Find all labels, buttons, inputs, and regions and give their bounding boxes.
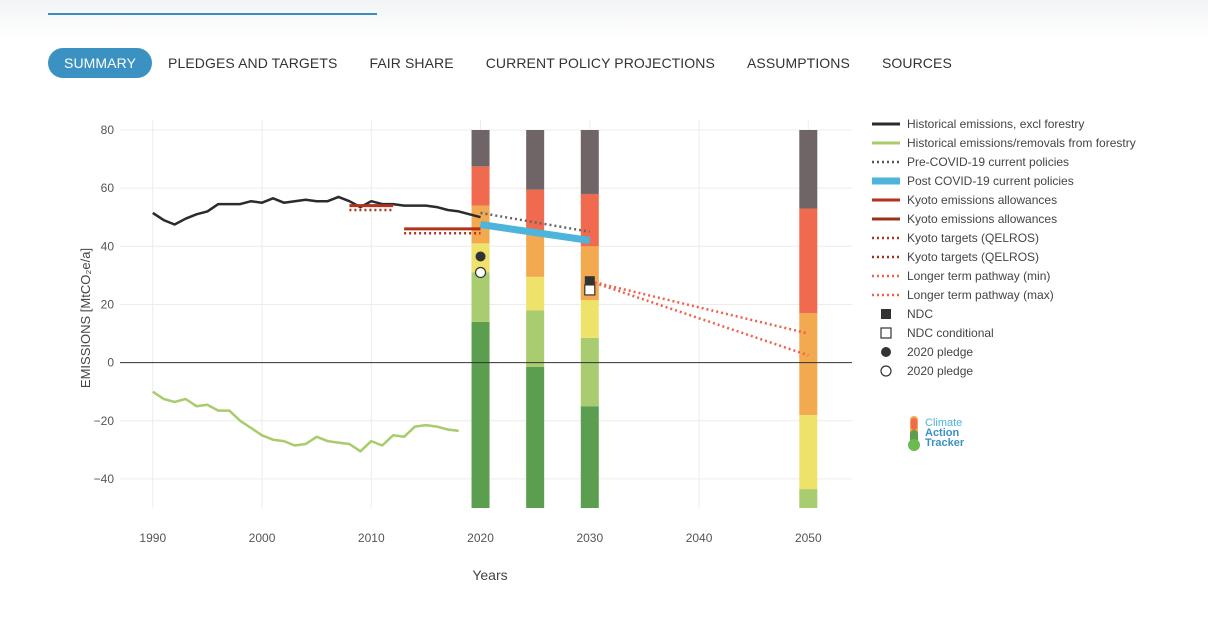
rating-bar-segment — [580, 300, 599, 338]
rating-bars — [471, 130, 818, 508]
logo-line-1: Climate — [925, 417, 962, 429]
y-tick-label: 80 — [101, 123, 115, 137]
top-band — [0, 0, 1208, 40]
rating-bar-segment — [526, 233, 545, 277]
longterm-pathway-max-line — [589, 280, 809, 357]
legend-label: Kyoto emissions allowances — [907, 212, 1057, 226]
legend-label: NDC conditional — [907, 326, 994, 340]
x-axis-label: Years — [472, 567, 507, 583]
chart-axes: 1990 2000 2010 2020 2030 2040 2050 80 60 40 20 0 −20… — [94, 123, 852, 545]
legend-symbol — [881, 347, 891, 357]
rating-bar-segment — [471, 166, 490, 206]
rating-bar-segment — [526, 189, 545, 234]
pre-covid-policies-line — [480, 211, 591, 234]
y-tick-label: 60 — [101, 181, 115, 195]
legend-label: Kyoto targets (QELROS) — [907, 231, 1039, 245]
ndc-conditional-marker — [584, 284, 596, 296]
rating-bar-segment — [471, 321, 490, 508]
legend-label: 2020 pledge — [907, 364, 973, 378]
y-tick-label: −20 — [94, 414, 115, 428]
rating-bar-segment — [580, 337, 599, 407]
rating-bar-segment — [526, 366, 545, 508]
rating-bar-segment — [526, 276, 545, 311]
rating-bar-segment — [526, 310, 545, 367]
post-covid-policies-line — [479, 221, 591, 244]
tab-sources[interactable]: SOURCES — [881, 55, 952, 71]
y-tick-label: 0 — [107, 356, 114, 370]
chart-legend: Historical emissions, excl forestry Histo… — [872, 117, 1136, 378]
legend-label: Pre-COVID-19 current policies — [907, 155, 1069, 169]
rating-bar-segment — [799, 208, 818, 314]
legend-label: Historical emissions, excl forestry — [907, 117, 1084, 131]
x-tick-label: 2040 — [686, 531, 713, 545]
tab-summary[interactable]: SUMMARY — [48, 48, 153, 78]
rating-bar-segment — [799, 414, 818, 490]
historical-emissions-line — [152, 195, 481, 226]
tab-pledges-and-targets[interactable]: PLEDGES AND TARGETS — [168, 55, 338, 71]
x-tick-label: 2030 — [576, 531, 603, 545]
ndc-marker — [584, 276, 595, 287]
thermometer-bulb-icon — [908, 439, 920, 451]
legend-label: Kyoto targets (QELROS) — [907, 250, 1039, 264]
logo-line-3: Tracker — [925, 437, 965, 449]
y-axis-label: EMISSIONS [MtCO₂e/a] — [78, 248, 93, 388]
pledge-2020-conditional-marker — [474, 266, 487, 279]
forestry-emissions-line — [152, 390, 459, 453]
rating-bar-segment — [799, 313, 818, 415]
legend-label: NDC — [907, 307, 933, 321]
x-tick-label: 2050 — [795, 531, 822, 545]
active-section-underline — [48, 13, 377, 15]
tab-current-policy-projections[interactable]: CURRENT POLICY PROJECTIONS — [485, 55, 715, 71]
rating-bar-segment — [799, 489, 818, 508]
rating-bar-segment — [526, 130, 545, 190]
y-tick-label: 40 — [101, 239, 115, 253]
legend-label: Longer term pathway (min) — [907, 269, 1050, 283]
legend-label: Post COVID-19 current policies — [907, 174, 1074, 188]
legend-label: Historical emissions/removals from fores… — [907, 136, 1136, 150]
y-tick-label: −40 — [94, 472, 115, 486]
legend-label: 2020 pledge — [907, 345, 973, 359]
x-tick-label: 2020 — [467, 531, 494, 545]
legend-symbol — [880, 327, 892, 339]
rating-bar-segment — [471, 130, 490, 167]
x-tick-label: 2000 — [249, 531, 276, 545]
legend-label: Longer term pathway (max) — [907, 288, 1054, 302]
rating-bar-segment — [580, 406, 599, 508]
rating-bar-segment — [799, 130, 818, 209]
x-tick-label: 1990 — [139, 531, 166, 545]
y-tick-label: 20 — [101, 297, 115, 311]
x-tick-label: 2010 — [358, 531, 385, 545]
pledge-2020-marker — [475, 251, 486, 262]
tab-bar: SUMMARY PLEDGES AND TARGETS FAIR SHARE C… — [48, 48, 968, 78]
legend-label: Kyoto emissions allowances — [907, 193, 1057, 207]
logo-line-2: Action — [925, 427, 960, 439]
tab-fair-share[interactable]: FAIR SHARE — [369, 55, 454, 71]
chart-markers — [474, 251, 596, 296]
legend-symbol — [880, 365, 892, 377]
chart-lines — [152, 195, 809, 453]
tab-assumptions[interactable]: ASSUMPTIONS — [746, 55, 850, 71]
rating-bar-segment — [580, 193, 599, 247]
rating-bar-segment — [580, 130, 599, 194]
climate-action-tracker-logo: Climate Action Tracker — [908, 416, 965, 451]
legend-symbol — [881, 309, 891, 319]
